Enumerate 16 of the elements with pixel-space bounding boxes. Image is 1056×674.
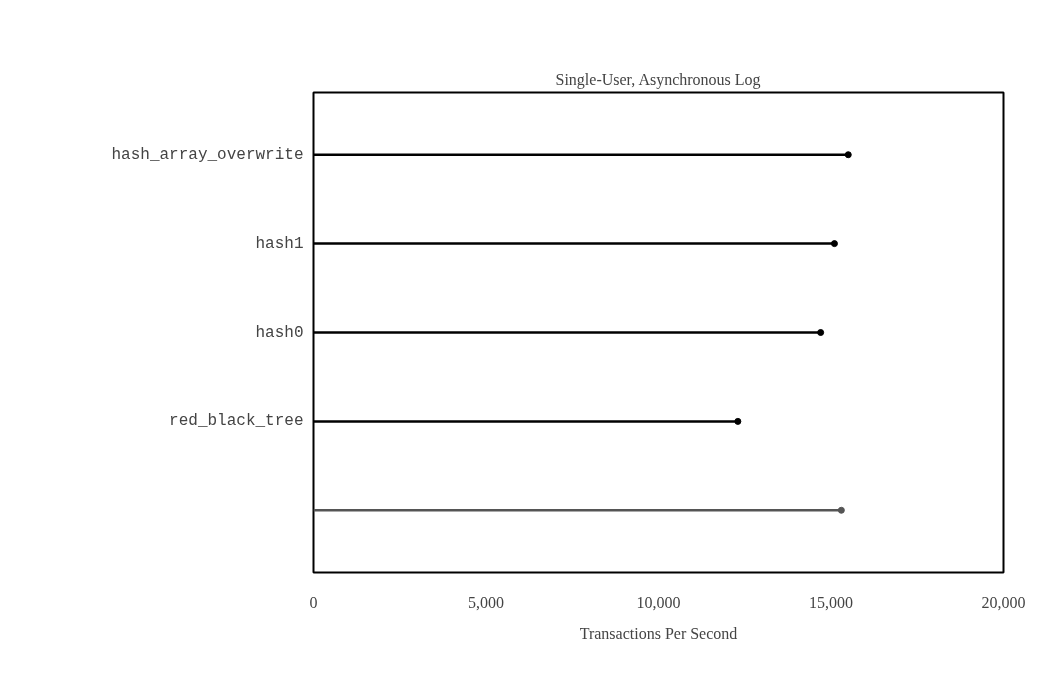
- point: [734, 417, 742, 425]
- y-tick-label: hash0: [255, 323, 304, 342]
- x-axis-title: Transactions Per Second: [579, 624, 738, 642]
- x-tick-label: 20,000: [981, 593, 1026, 611]
- y-tick-label: hash1: [255, 234, 304, 253]
- chart-title: Single-User, Asynchronous Log: [555, 70, 761, 89]
- point: [830, 240, 838, 248]
- point: [844, 151, 852, 159]
- x-tick-label: 5,000: [468, 593, 504, 611]
- x-tick-label: 15,000: [809, 593, 853, 611]
- y-tick-label: hash_array_overwrite: [111, 145, 304, 164]
- point: [837, 506, 845, 514]
- x-tick-label: 0: [309, 593, 318, 611]
- point: [817, 329, 825, 336]
- y-tick-label: red_black_tree: [169, 412, 304, 431]
- x-tick-label: 10,000: [636, 593, 681, 611]
